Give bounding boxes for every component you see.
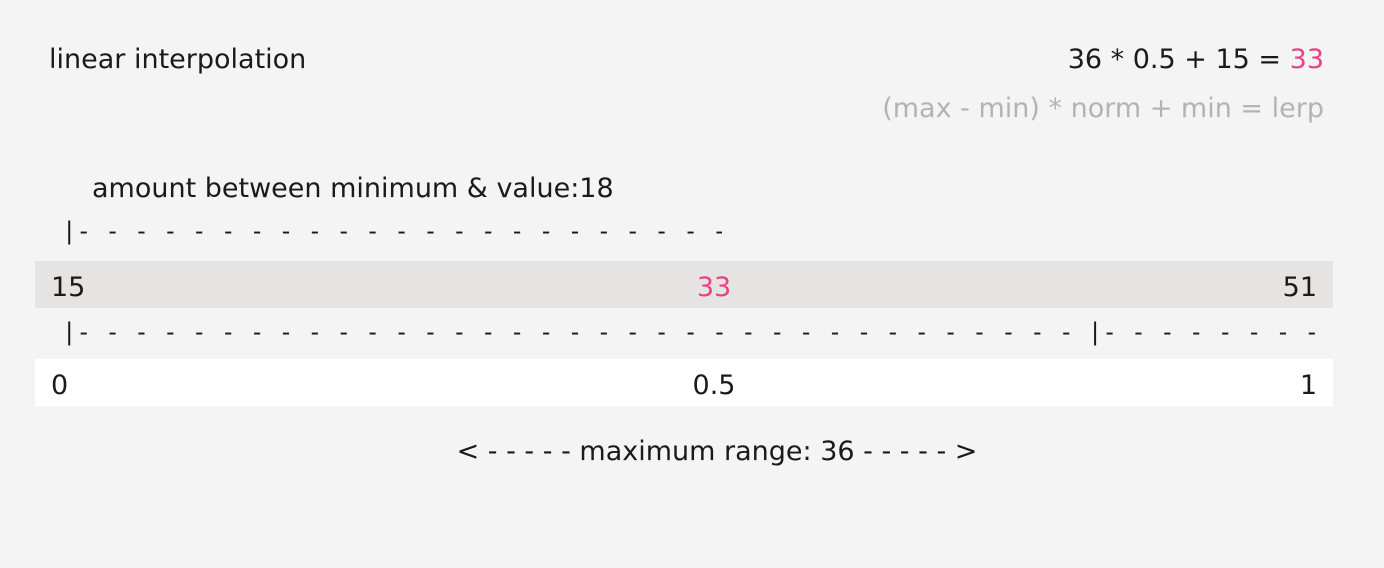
equation-result: 33 (1289, 44, 1324, 75)
amount-label: amount between minimum & value:18 (92, 173, 614, 204)
norm-band: 0 0.5 1 (35, 359, 1333, 406)
range-label: < - - - - - maximum range: 36 - - - - - … (456, 436, 978, 467)
norm-bracket: |- - - - - - - - - - - - - - - - - - - -… (62, 318, 1320, 346)
amount-bracket: |- - - - - - - - - - - - - - - - - - - -… (62, 217, 722, 245)
formula-text: (max - min) * norm + min = lerp (882, 93, 1324, 124)
max-value-label: 51 (1282, 272, 1317, 303)
equation-expression: 36 * 0.5 + 15 = (1067, 44, 1290, 75)
min-value-label: 15 (51, 272, 86, 303)
range-label-wrap: < - - - - - maximum range: 36 - - - - - … (0, 434, 1384, 470)
norm-end-label: 1 (1299, 370, 1317, 401)
norm-mid-label-wrap: 0.5 (35, 359, 1333, 412)
norm-mid-label: 0.5 (692, 370, 736, 401)
value-band: 15 33 51 (35, 261, 1333, 308)
norm-start-label: 0 (51, 370, 69, 401)
lerp-value-label-wrap: 33 (35, 261, 1333, 314)
equation: 36 * 0.5 + 15 = 33 (1068, 42, 1324, 78)
lerp-value-label: 33 (696, 272, 732, 303)
diagram-title: linear interpolation (49, 44, 307, 75)
